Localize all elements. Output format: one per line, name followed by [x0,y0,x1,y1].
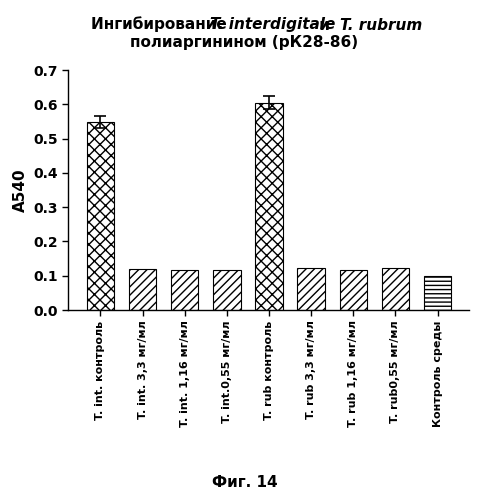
Text: T. interdigitale: T. interdigitale [209,18,335,32]
Text: Ингибирование: Ингибирование [91,17,231,32]
Bar [297,268,324,310]
Bar [128,269,156,310]
Bar [213,270,240,310]
Bar [171,270,198,310]
Text: полиаргинином (рК28-86): полиаргинином (рК28-86) [130,35,358,50]
Bar [423,276,450,310]
Text: T. rubrum: T. rubrum [339,18,421,32]
Text: и: и [313,18,334,32]
Y-axis label: А540: А540 [13,168,28,212]
Text: Фиг. 14: Фиг. 14 [211,475,277,490]
Bar [381,268,408,310]
Bar [255,102,282,310]
Bar [86,122,114,310]
Bar [339,270,366,310]
